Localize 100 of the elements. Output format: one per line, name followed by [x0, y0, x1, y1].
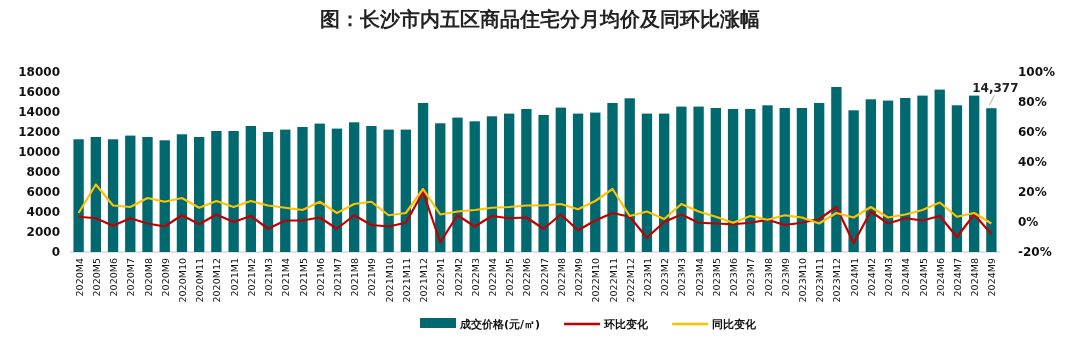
- x-tick-label: 2022M7: [538, 258, 550, 297]
- x-tick-label: 2021M8: [349, 258, 361, 297]
- bar: [762, 105, 773, 252]
- bar: [865, 99, 876, 252]
- x-tick-label: 2024M8: [969, 258, 981, 297]
- y-tick-label: 8000: [26, 165, 60, 179]
- y2-tick-label: 100%: [1018, 65, 1056, 79]
- y-tick-label: 4000: [26, 205, 60, 219]
- x-tick-label: 2022M8: [555, 258, 567, 297]
- bar: [349, 122, 360, 252]
- bar: [831, 87, 842, 252]
- x-tick-label: 2024M9: [986, 258, 998, 297]
- x-tick-label: 2023M3: [676, 258, 688, 297]
- bar: [590, 112, 601, 252]
- x-tick-label: 2022M9: [573, 258, 585, 297]
- y-tick-label: 12000: [18, 125, 60, 139]
- bar: [159, 140, 170, 252]
- bar: [538, 115, 549, 252]
- bar: [693, 106, 704, 252]
- bar: [951, 105, 963, 252]
- legend-label: 成交价格(元/㎡): [459, 318, 541, 331]
- bar: [969, 95, 980, 252]
- y-tick-label: 0: [51, 245, 60, 259]
- x-tick-label: 2021M4: [280, 258, 292, 297]
- bar: [366, 126, 377, 252]
- bar: [417, 103, 429, 252]
- x-tick-label: 2020M10: [176, 258, 188, 303]
- line-series: [77, 183, 993, 225]
- bar: [796, 108, 808, 252]
- x-tick-label: 2021M6: [314, 258, 326, 297]
- bar: [779, 108, 790, 252]
- bar: [280, 129, 291, 252]
- x-tick-label: 2023M5: [710, 258, 722, 297]
- x-tick-label: 2023M4: [693, 258, 705, 297]
- bar: [400, 129, 411, 252]
- bar: [624, 98, 635, 252]
- x-tick-label: 2020M6: [108, 258, 120, 297]
- x-tick-label: 2022M4: [486, 258, 498, 297]
- x-tick-label: 2021M12: [418, 258, 430, 303]
- y-tick-label: 18000: [18, 65, 60, 79]
- x-tick-label: 2022M3: [469, 258, 481, 297]
- bar: [917, 95, 928, 252]
- bar: [486, 116, 498, 252]
- bar: [727, 109, 739, 252]
- x-tick-label: 2023M9: [779, 258, 791, 297]
- x-tick-label: 2024M2: [865, 258, 877, 297]
- bar: [314, 123, 325, 252]
- bar: [572, 113, 584, 252]
- x-tick-label: 2024M3: [883, 258, 895, 297]
- x-tick-label: 2020M12: [211, 258, 223, 303]
- legend-label: 同比变化: [712, 318, 758, 331]
- y-tick-label: 10000: [18, 145, 60, 159]
- bar: [142, 137, 153, 252]
- bar: [659, 113, 670, 252]
- line-series: [77, 190, 993, 245]
- x-tick-label: 2023M12: [831, 258, 843, 303]
- x-tick-label: 2020M4: [73, 258, 85, 297]
- x-tick-label: 2023M7: [745, 258, 757, 297]
- x-tick-label: 2020M9: [159, 258, 171, 297]
- bar: [900, 98, 911, 252]
- x-tick-label: 2021M10: [383, 258, 395, 303]
- bar: [125, 135, 136, 252]
- x-tick-label: 2024M5: [917, 258, 929, 297]
- bar: [176, 134, 188, 252]
- x-tick-label: 2022M1: [435, 258, 447, 297]
- y-tick-label: 2000: [26, 225, 60, 239]
- x-tick-label: 2023M10: [796, 258, 808, 303]
- x-tick-label: 2021M2: [245, 258, 257, 297]
- bar: [745, 109, 756, 252]
- x-tick-label: 2021M1: [228, 258, 240, 297]
- x-tick-label: 2024M4: [900, 258, 912, 297]
- bar: [90, 137, 101, 252]
- bar: [986, 108, 997, 252]
- chart-title: 图：长沙市内五区商品住宅分月均价及同环比涨幅: [320, 7, 760, 31]
- bar: [435, 123, 446, 252]
- x-tick-label: 2022M11: [607, 258, 619, 303]
- x-tick-label: 2021M3: [263, 258, 275, 297]
- y-tick-label: 14000: [18, 105, 60, 119]
- y-tick-label: 6000: [26, 185, 60, 199]
- y-tick-label: 16000: [18, 85, 60, 99]
- bar: [521, 109, 532, 252]
- bar: [73, 139, 84, 252]
- x-tick-label: 2022M10: [590, 258, 602, 303]
- x-tick-label: 2021M9: [366, 258, 378, 297]
- x-tick-label: 2021M11: [400, 258, 412, 303]
- x-tick-label: 2023M2: [659, 258, 671, 297]
- bar: [194, 137, 205, 252]
- bar: [607, 103, 618, 252]
- x-tick-label: 2024M7: [951, 258, 963, 297]
- x-tick-label: 2023M11: [814, 258, 826, 303]
- x-tick-label: 2022M6: [521, 258, 533, 297]
- bar: [676, 106, 687, 252]
- bar: [331, 128, 343, 252]
- x-tick-label: 2023M6: [728, 258, 740, 297]
- bar: [245, 126, 256, 252]
- x-tick-label: 2020M11: [194, 258, 206, 303]
- x-tick-label: 2020M5: [90, 258, 102, 297]
- bar: [297, 127, 308, 252]
- x-tick-label: 2022M12: [624, 258, 636, 303]
- y2-tick-label: 0%: [1018, 215, 1039, 229]
